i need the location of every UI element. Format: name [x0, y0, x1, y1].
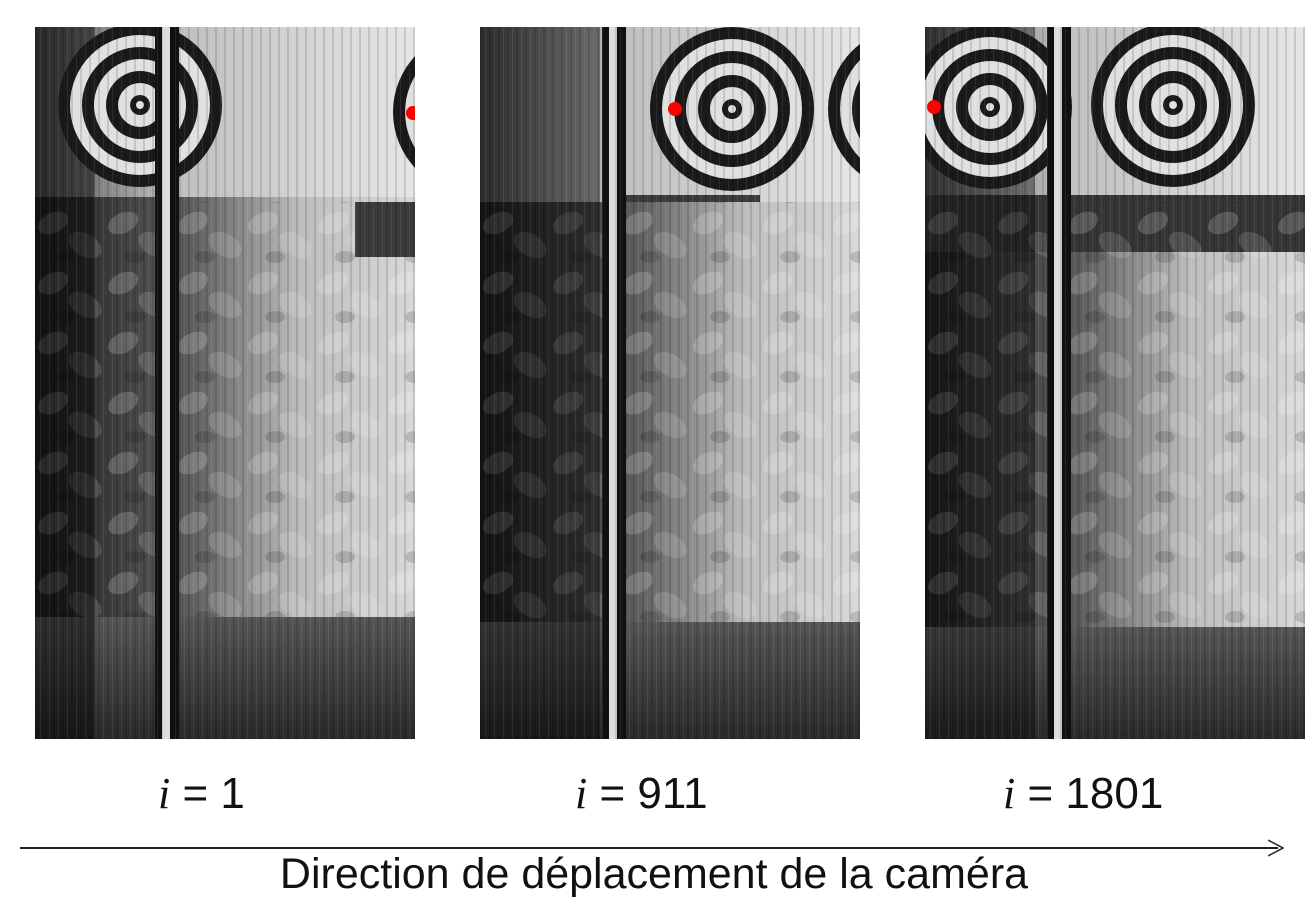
caption-operator: = [182, 769, 209, 818]
marker-dot [927, 100, 941, 114]
frame-panel-1 [35, 27, 415, 739]
caption-variable: i [575, 769, 588, 818]
frame-caption-1801: i = 1801 [1003, 768, 1163, 819]
caption-value: 1801 [1065, 769, 1164, 818]
arrow-head-icon [1268, 839, 1284, 857]
caption-value: 911 [637, 769, 708, 818]
frame-caption-1: i = 1 [158, 768, 245, 819]
marker-dot [406, 106, 415, 120]
axis-label: Direction de déplacement de la caméra [279, 850, 1029, 898]
frame-caption-911: i = 911 [575, 768, 708, 819]
caption-value: 1 [220, 769, 245, 818]
caption-operator: = [1027, 769, 1054, 818]
caption-variable: i [158, 769, 171, 818]
frame-panel-911 [480, 27, 860, 739]
direction-arrow [20, 847, 1278, 849]
caption-operator: = [599, 769, 626, 818]
marker-dot [668, 102, 682, 116]
caption-variable: i [1003, 769, 1016, 818]
frame-panel-1801 [925, 27, 1305, 739]
